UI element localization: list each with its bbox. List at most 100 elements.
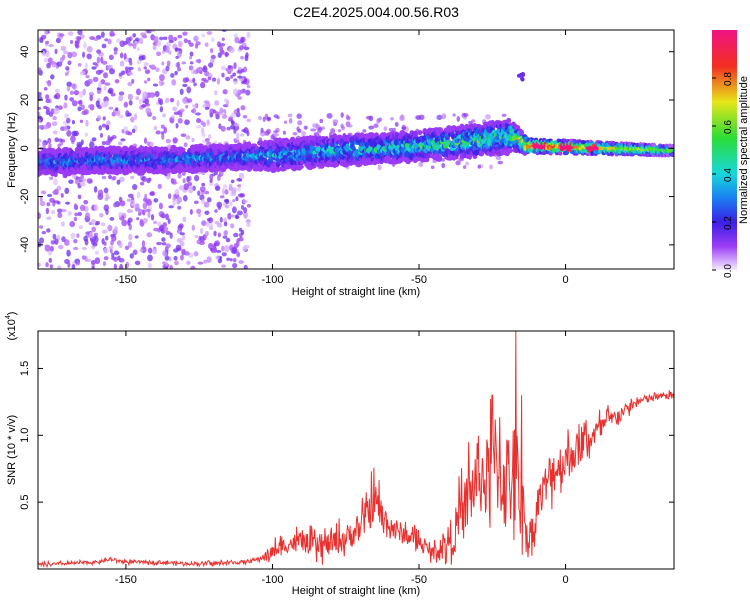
spectrogram-noise-cell bbox=[134, 260, 141, 266]
spectrogram-noise-cell bbox=[113, 250, 120, 256]
spectrogram-noise-cell bbox=[51, 121, 58, 127]
spectrogram-noise-cell bbox=[239, 193, 246, 198]
spectrogram-noise-cell bbox=[127, 81, 133, 87]
spectrogram-noise-cell bbox=[301, 131, 307, 137]
spectrogram-noise-cell bbox=[201, 132, 206, 137]
spectrogram-noise-cell bbox=[104, 82, 111, 86]
spectrogram-noise-cell bbox=[237, 210, 243, 216]
spectrogram-noise-cell bbox=[39, 200, 46, 207]
spectrogram-noise-cell bbox=[168, 40, 175, 44]
spectrogram-noise-cell bbox=[146, 141, 151, 146]
spectrogram-noise-cell bbox=[130, 202, 136, 207]
spectrogram-noise-cell bbox=[216, 77, 221, 85]
spectrogram-noise-cell bbox=[209, 173, 214, 180]
spectrogram-noise-cell bbox=[152, 83, 159, 87]
spectrogram-noise-cell bbox=[201, 220, 207, 227]
spectrogram-noise-cell bbox=[362, 129, 367, 133]
spectrogram-noise-cell bbox=[237, 75, 243, 79]
spectrogram-noise-cell bbox=[87, 78, 93, 85]
spectrogram-noise-cell bbox=[147, 262, 152, 269]
spectrogram-noise-cell bbox=[495, 156, 502, 161]
spectrogram-noise-cell bbox=[144, 208, 151, 213]
spectrogram-noise-cell bbox=[65, 66, 70, 71]
colorbar-label: Normalized spectral amplitude bbox=[738, 76, 750, 224]
spectrogram-noise-cell bbox=[60, 45, 67, 52]
spectrogram-noise-cell bbox=[39, 37, 44, 44]
spectrogram-noise-cell bbox=[232, 88, 239, 96]
spectrogram-noise-cell bbox=[163, 126, 167, 134]
spectrogram-noise-cell bbox=[79, 204, 86, 211]
colorbar-tick-label: 0.0 bbox=[723, 264, 734, 278]
spectrogram-noise-cell bbox=[135, 88, 142, 96]
spectrogram-noise-cell bbox=[232, 199, 236, 203]
spectrogram-noise-cell bbox=[140, 32, 147, 37]
spectrogram-noise-cell bbox=[193, 82, 197, 87]
spectrogram-noise-cell bbox=[191, 137, 195, 143]
spectrogram-noise-cell bbox=[44, 244, 50, 248]
spectrogram-noise-cell bbox=[57, 143, 61, 148]
spectrogram-noise-cell bbox=[116, 38, 121, 43]
spectrogram-noise-cell bbox=[129, 116, 135, 123]
spectrogram-noise-cell bbox=[230, 223, 235, 229]
spectrogram-noise-cell bbox=[132, 143, 138, 148]
spectrogram-noise-cell bbox=[53, 107, 60, 115]
spectrogram-noise-cell bbox=[471, 119, 476, 123]
spectrogram-noise-cell bbox=[104, 235, 109, 241]
spectrogram-noise-cell bbox=[149, 30, 156, 33]
spectrogram-band-cell bbox=[670, 152, 674, 158]
spectrogram-noise-cell bbox=[47, 137, 52, 144]
spectrogram-noise-cell bbox=[234, 37, 240, 44]
spectrogram-noise-cell bbox=[81, 110, 88, 116]
spectrogram-noise-cell bbox=[477, 164, 481, 169]
spectrogram-noise-cell bbox=[99, 212, 104, 218]
spectrogram-noise-cell bbox=[47, 193, 53, 198]
spectrogram-noise-cell bbox=[224, 198, 230, 205]
spectrogram-noise-cell bbox=[127, 241, 133, 248]
spectrogram-noise-cell bbox=[154, 90, 160, 98]
spectrogram-noise-cell bbox=[214, 209, 218, 213]
spectrogram-noise-cell bbox=[77, 30, 83, 36]
spectrogram-band-cell bbox=[438, 127, 444, 134]
spectrogram-noise-cell bbox=[156, 51, 162, 57]
spectrogram-noise-cell bbox=[225, 76, 231, 82]
spectrogram-noise-cell bbox=[153, 227, 159, 232]
spectrogram-noise-cell bbox=[210, 58, 215, 64]
snr-x-ticks: -150 -100 -50 0 bbox=[115, 331, 569, 586]
spectrogram-noise-cell bbox=[346, 115, 351, 121]
spectrogram-noise-cell bbox=[161, 242, 167, 246]
spectrogram-noise-cell bbox=[185, 104, 189, 109]
spectrogram-noise-cell bbox=[176, 228, 183, 234]
spectrogram-noise-cell bbox=[38, 125, 43, 130]
spectrogram-noise-cell bbox=[138, 37, 144, 45]
spectrogram-noise-cell bbox=[150, 64, 156, 69]
spectrogram-band-cell bbox=[344, 145, 351, 152]
spectrogram-noise-cell bbox=[127, 217, 133, 223]
spectrogram-noise-cell bbox=[455, 160, 461, 166]
spectrogram-noise-cell bbox=[182, 31, 188, 36]
spectrogram-noise-cell bbox=[164, 255, 170, 261]
spectrogram-noise-cell bbox=[127, 66, 134, 70]
spectrogram-noise-cell bbox=[283, 120, 288, 124]
spectrogram-band-cell bbox=[519, 129, 525, 136]
spectrogram-noise-cell bbox=[180, 133, 187, 137]
spectrogram-noise-cell bbox=[92, 242, 98, 247]
spectrogram-noise-cell bbox=[73, 238, 78, 244]
spectrogram-band-cell bbox=[237, 151, 242, 159]
spectrogram-noise-cell bbox=[243, 264, 248, 269]
spectrogram-noise-cell bbox=[59, 33, 65, 37]
colorbar-ticks: 0.00.20.40.60.8 bbox=[712, 72, 734, 278]
spectrogram-noise-cell bbox=[48, 44, 54, 48]
spectrogram-noise-cell bbox=[441, 162, 446, 169]
spectrogram-noise-cell bbox=[101, 60, 108, 65]
spectrogram-noise-cell bbox=[46, 62, 51, 69]
spectrogram-noise-cell bbox=[114, 79, 120, 84]
spectrogram-noise-cell bbox=[136, 47, 140, 51]
spectrogram-noise-cell bbox=[173, 36, 178, 42]
spectrogram-noise-cell bbox=[238, 227, 243, 232]
spectrogram-noise-cell bbox=[102, 116, 106, 121]
x-tick-label: -50 bbox=[411, 274, 427, 286]
spectrogram-noise-cell bbox=[119, 52, 124, 59]
spectrogram-noise-cell bbox=[107, 174, 113, 180]
